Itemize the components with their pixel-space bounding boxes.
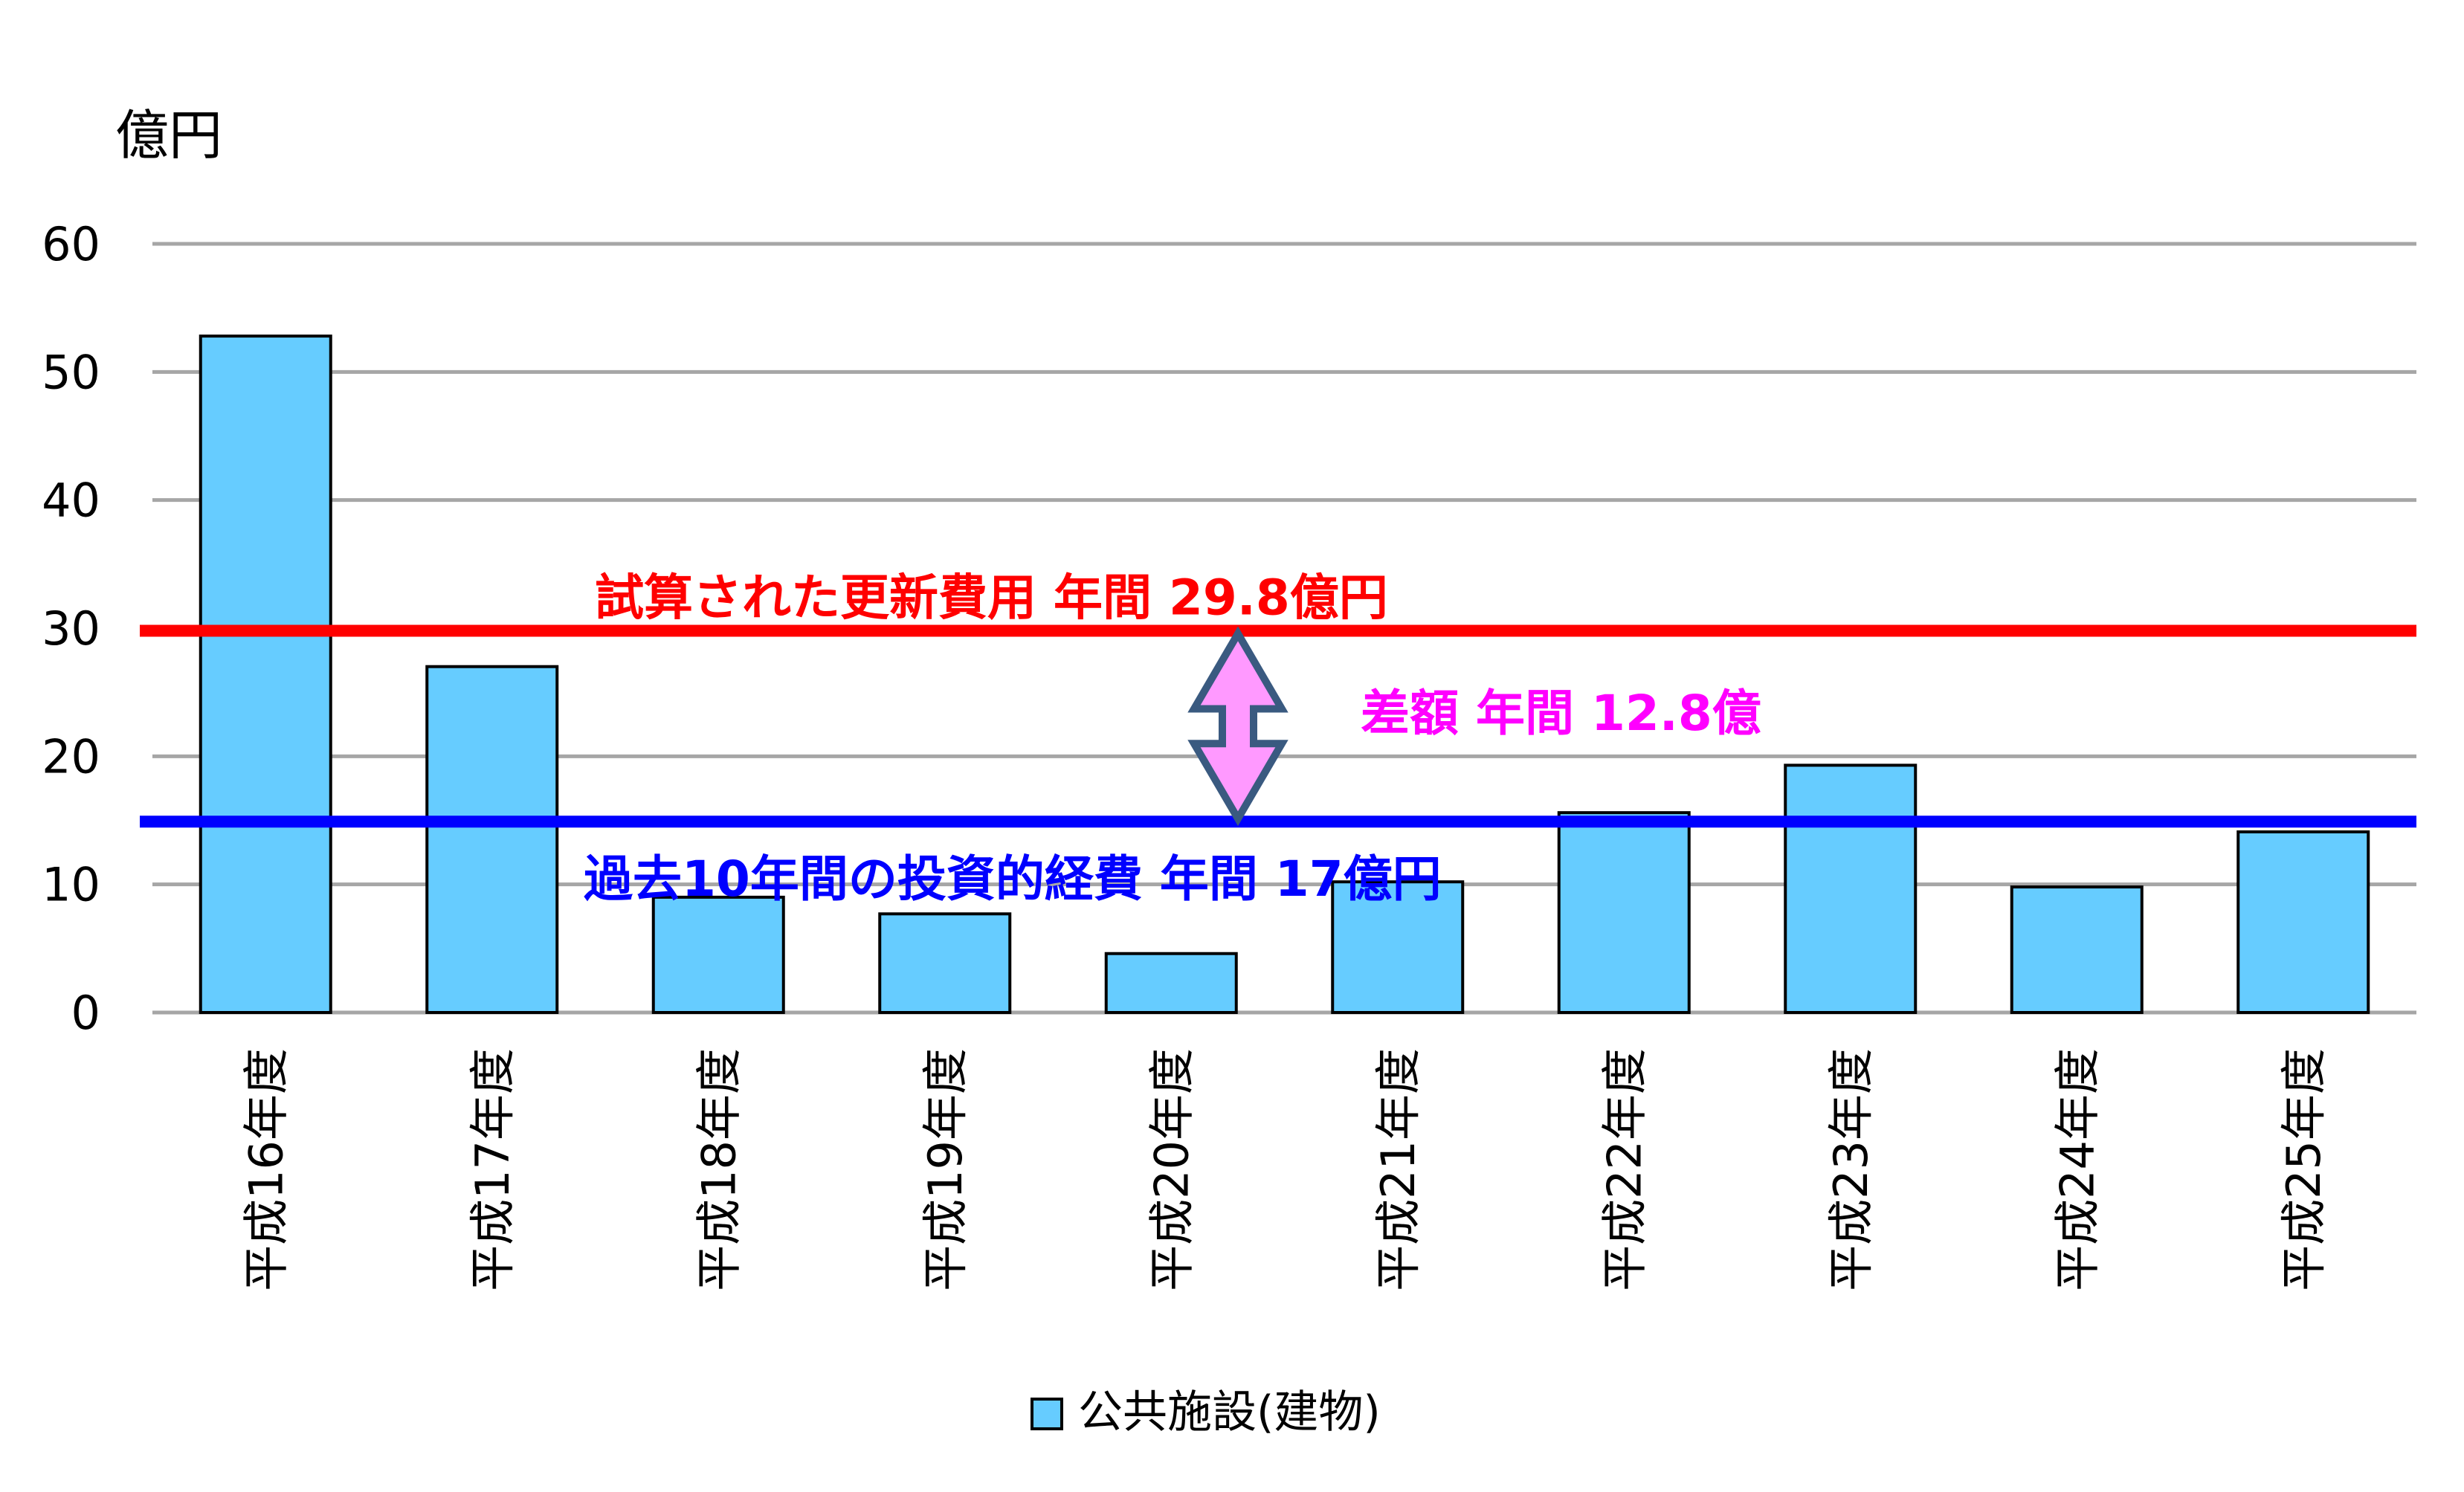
x-tick-label: 平成16年度 xyxy=(239,1048,293,1291)
x-tick-label: 平成18年度 xyxy=(691,1048,746,1291)
bar xyxy=(651,895,785,1015)
bar xyxy=(878,912,1012,1015)
y-tick-label: 50 xyxy=(42,345,100,399)
x-tick-label: 平成25年度 xyxy=(2277,1048,2331,1291)
y-tick-label: 30 xyxy=(42,601,100,656)
bar xyxy=(1784,763,1918,1014)
bar xyxy=(1104,952,1238,1015)
x-tick-label: 平成19年度 xyxy=(918,1048,973,1291)
bar xyxy=(1331,880,1465,1014)
x-tick-label: 平成22年度 xyxy=(1597,1048,1651,1291)
x-axis-ticks: 平成16年度 平成17年度 平成18年度 平成19年度 平成20年度 平成21年度 平成22… xyxy=(239,1048,2331,1291)
reference-line-label: 過去10年間の投資的経費 年間 17億円 xyxy=(584,850,1442,908)
bar xyxy=(2236,830,2370,1015)
difference-arrow-shape xyxy=(1187,626,1289,827)
difference-label: 差額 年間 12.8億 xyxy=(1361,685,1761,742)
y-tick-label: 40 xyxy=(42,474,100,528)
bars xyxy=(199,335,2370,1015)
y-tick-label: 20 xyxy=(42,729,100,784)
x-tick-label: 平成17年度 xyxy=(465,1048,520,1291)
y-tick-label: 10 xyxy=(42,858,100,912)
x-tick-label: 平成20年度 xyxy=(1144,1048,1199,1291)
x-tick-label: 平成23年度 xyxy=(1824,1048,1878,1291)
reference-line-label: 試算された更新費用 年間 29.8億円 xyxy=(595,569,1388,626)
legend-swatch xyxy=(1031,1398,1063,1430)
y-tick-label: 60 xyxy=(42,217,100,271)
legend-label: 公共施設(建物) xyxy=(1078,1386,1381,1438)
y-tick-label: 0 xyxy=(71,986,100,1040)
x-tick-label: 平成24年度 xyxy=(2050,1048,2104,1291)
bar xyxy=(199,335,332,1014)
legend: 公共施設(建物) xyxy=(1031,1386,1381,1438)
bar xyxy=(425,665,559,1014)
difference-arrow: 差額 年間 12.8億 xyxy=(1187,626,1761,827)
bar xyxy=(2010,885,2144,1014)
bar xyxy=(1557,811,1691,1015)
y-axis-ticks: 0 10 20 30 40 50 60 xyxy=(42,217,100,1040)
x-tick-label: 平成21年度 xyxy=(1371,1048,1425,1291)
y-axis-label: 億円 xyxy=(115,104,222,167)
